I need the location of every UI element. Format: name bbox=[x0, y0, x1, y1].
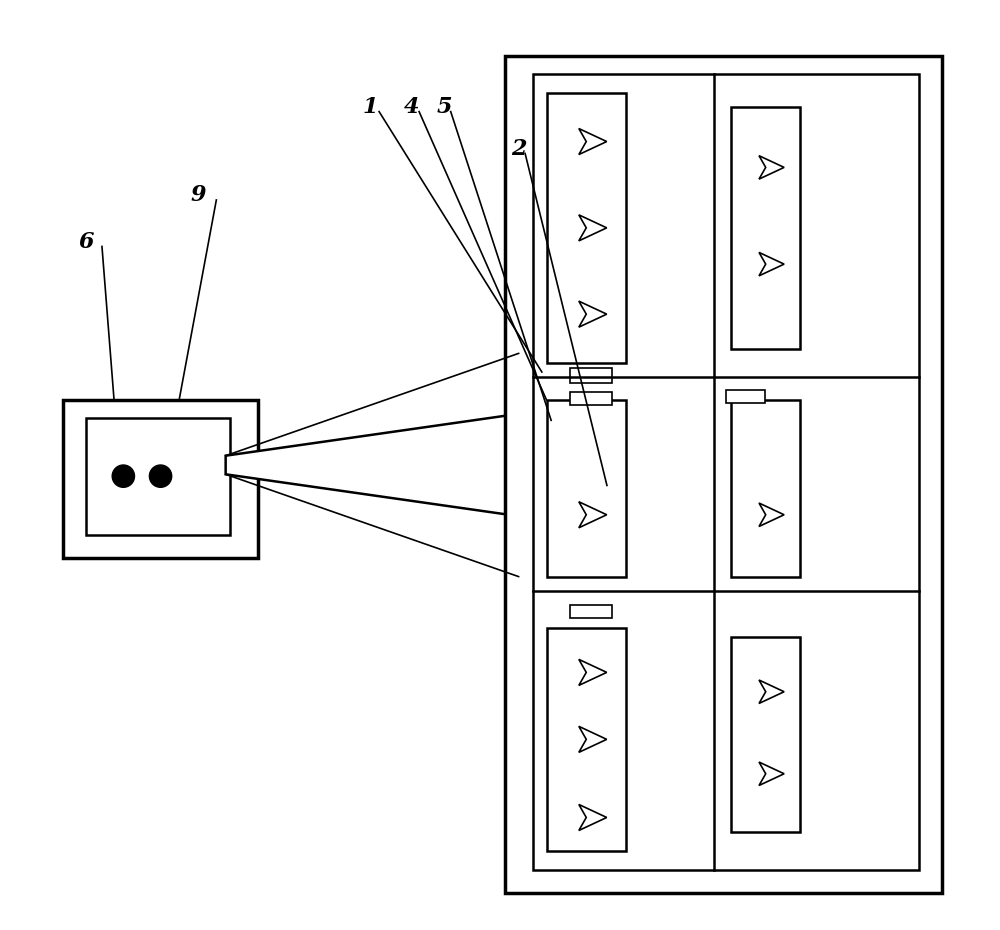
Polygon shape bbox=[759, 252, 784, 276]
Polygon shape bbox=[579, 659, 607, 685]
Bar bbox=[547, 400, 626, 577]
Bar bbox=[570, 392, 612, 405]
Polygon shape bbox=[226, 414, 519, 516]
Bar bbox=[731, 107, 800, 349]
Polygon shape bbox=[759, 503, 784, 526]
Bar bbox=[731, 637, 800, 832]
Polygon shape bbox=[579, 215, 607, 241]
Bar bbox=[570, 605, 612, 618]
Polygon shape bbox=[579, 726, 607, 752]
Bar bbox=[547, 628, 626, 851]
Circle shape bbox=[112, 465, 135, 487]
Circle shape bbox=[149, 465, 172, 487]
Polygon shape bbox=[759, 155, 784, 179]
Text: 4: 4 bbox=[404, 96, 419, 118]
Bar bbox=[570, 368, 612, 383]
Text: 6: 6 bbox=[78, 231, 94, 253]
Text: 5: 5 bbox=[436, 96, 452, 118]
Polygon shape bbox=[579, 804, 607, 830]
Polygon shape bbox=[579, 301, 607, 327]
Bar bbox=[505, 56, 942, 893]
Bar bbox=[86, 418, 230, 535]
Text: 9: 9 bbox=[190, 184, 205, 206]
Bar bbox=[533, 74, 919, 870]
Polygon shape bbox=[759, 762, 784, 786]
Bar bbox=[726, 390, 765, 403]
Polygon shape bbox=[759, 680, 784, 703]
Bar bbox=[63, 400, 258, 558]
Polygon shape bbox=[579, 128, 607, 154]
Text: 1: 1 bbox=[362, 96, 378, 118]
Polygon shape bbox=[579, 502, 607, 528]
Text: 2: 2 bbox=[511, 138, 526, 160]
Bar bbox=[547, 93, 626, 363]
Bar bbox=[731, 400, 800, 577]
